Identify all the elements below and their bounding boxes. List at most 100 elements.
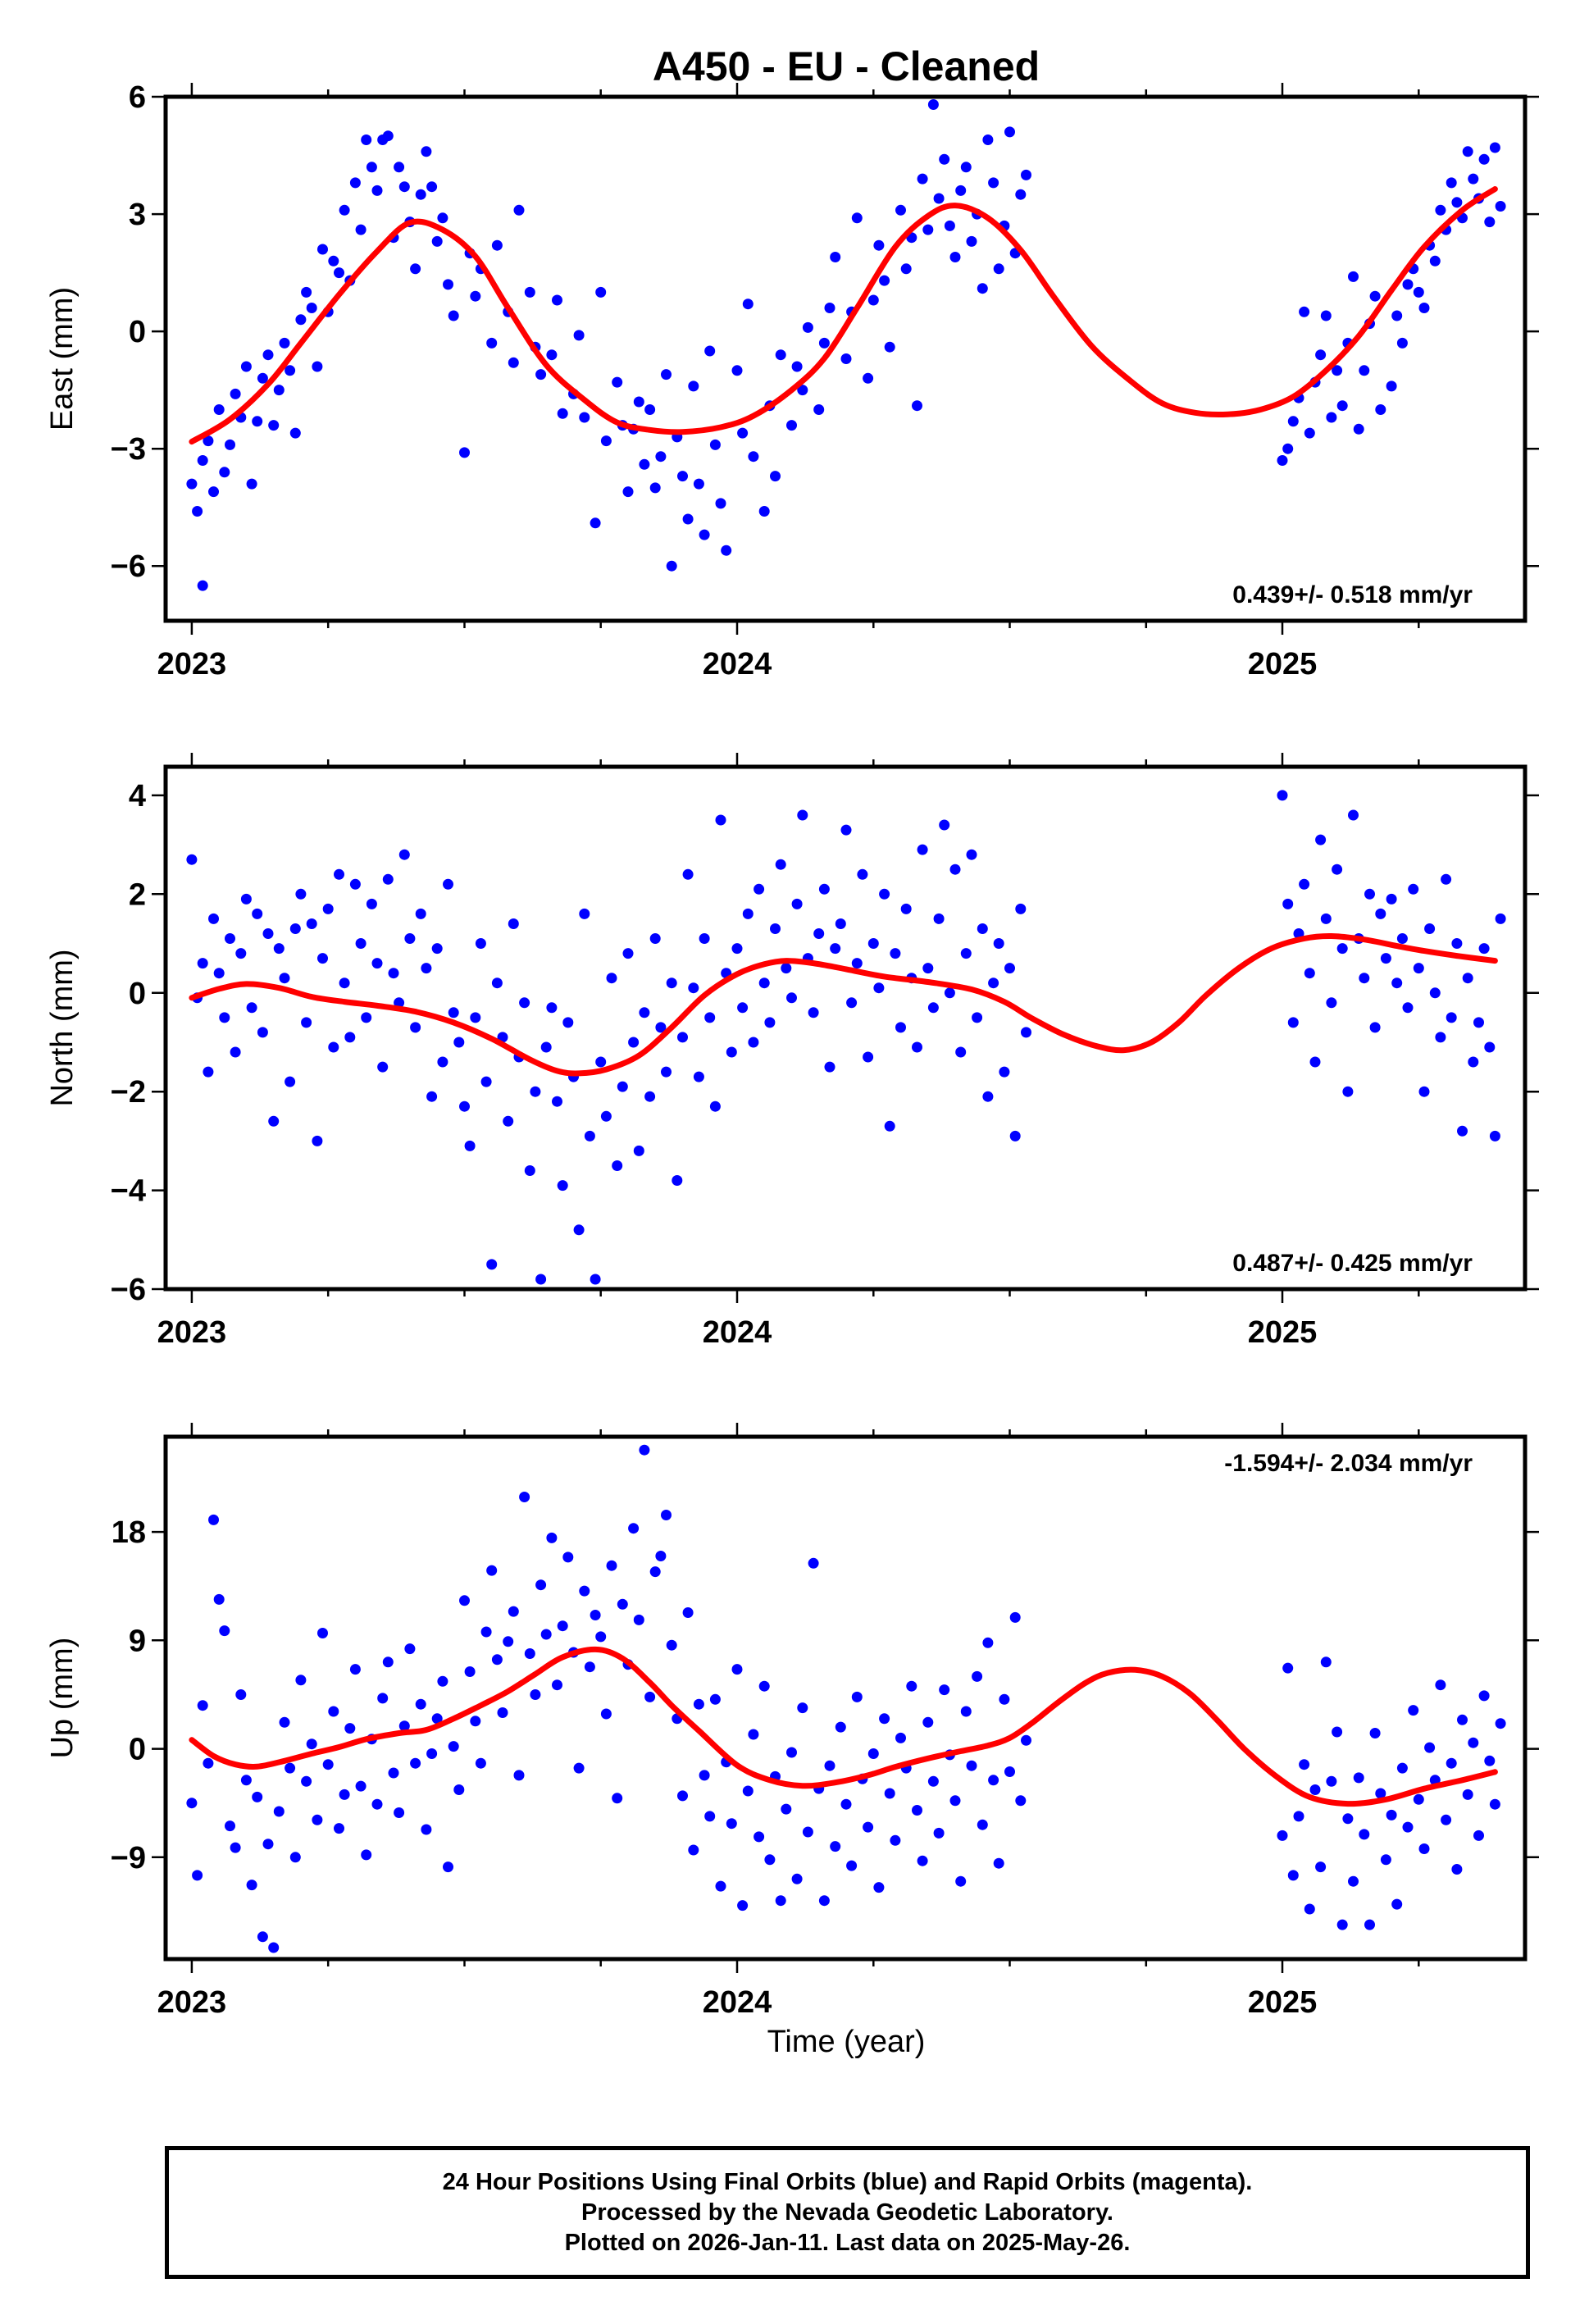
east-data-point — [715, 498, 726, 509]
y-tick-label: −2 — [111, 1075, 146, 1110]
north-data-point — [584, 1130, 595, 1141]
up-data-point — [863, 1821, 874, 1833]
y-tick-label: 9 — [129, 1624, 146, 1658]
north-data-point — [704, 1012, 716, 1023]
north-data-point — [1468, 1056, 1479, 1068]
up-data-point — [737, 1900, 749, 1912]
up-data-point — [530, 1689, 541, 1700]
up-data-point — [524, 1648, 535, 1659]
up-data-point — [661, 1510, 672, 1520]
east-data-point — [328, 255, 339, 267]
up-data-point — [982, 1637, 994, 1648]
east-data-point — [639, 458, 650, 470]
up-data-point — [1413, 1793, 1424, 1805]
east-data-point — [1348, 271, 1359, 282]
north-data-point — [1380, 953, 1391, 964]
north-data-point — [988, 977, 999, 989]
y-tick-label: −9 — [111, 1841, 146, 1875]
east-data-point — [775, 349, 786, 361]
north-data-point — [203, 1066, 214, 1078]
east-data-point — [1353, 423, 1364, 435]
east-data-point — [459, 447, 470, 458]
north-data-point — [758, 977, 770, 989]
north-data-point — [540, 1041, 552, 1053]
up-data-point — [1380, 1854, 1391, 1866]
east-data-point — [273, 385, 285, 396]
north-data-point — [1391, 977, 1403, 989]
up-data-point — [262, 1839, 274, 1850]
up-data-point — [955, 1875, 967, 1887]
up-data-point — [317, 1628, 328, 1638]
up-data-point — [1402, 1821, 1414, 1833]
up-data-point — [781, 1803, 792, 1815]
up-data-point — [1320, 1656, 1332, 1668]
x-tick-label: 2023 — [157, 1985, 227, 2020]
up-data-point — [339, 1789, 350, 1800]
footer-line-processed: Processed by the Nevada Geodetic Laborat… — [581, 2199, 1113, 2226]
up-data-point — [649, 1566, 661, 1578]
up-data-point — [917, 1855, 928, 1866]
north-data-point — [628, 1037, 640, 1048]
north-data-point — [1359, 973, 1370, 984]
north-data-point — [398, 849, 410, 860]
north-data-point — [949, 864, 961, 875]
up-data-point — [1332, 1726, 1343, 1738]
up-data-point — [437, 1675, 448, 1687]
up-y-ticks: 18 9 0 −9 — [111, 1515, 1539, 1875]
east-data-point — [1015, 189, 1027, 200]
east-data-point — [1478, 153, 1490, 165]
north-data-point — [273, 943, 285, 955]
up-data-point — [470, 1716, 481, 1727]
up-data-point — [802, 1826, 813, 1838]
east-data-point — [960, 162, 972, 173]
up-frame — [163, 1434, 1528, 1962]
up-data-point — [699, 1770, 710, 1781]
east-data-point — [1402, 279, 1414, 290]
north-data-point — [415, 908, 426, 919]
y-tick-label: −6 — [111, 549, 146, 584]
east-data-point — [900, 263, 912, 275]
north-data-point — [252, 908, 263, 919]
east-data-point — [546, 349, 558, 361]
up-data-point — [966, 1760, 977, 1771]
north-data-point — [361, 1012, 372, 1023]
north-data-point — [579, 908, 590, 919]
north-data-point — [213, 968, 225, 979]
east-data-point — [863, 372, 874, 384]
north-data-point — [791, 898, 803, 909]
north-data-point — [1364, 888, 1375, 900]
up-data-point — [394, 1807, 405, 1818]
east-data-point — [448, 310, 459, 321]
up-data-point — [497, 1707, 508, 1718]
north-data-point — [443, 878, 453, 890]
east-data-point — [252, 416, 263, 427]
north-data-point — [808, 1007, 819, 1018]
up-data-point — [840, 1798, 852, 1810]
east-data-point — [949, 252, 961, 262]
east-data-point — [895, 204, 906, 216]
east-data-point — [1375, 404, 1386, 415]
north-points — [186, 790, 1506, 1285]
east-data-point — [268, 420, 280, 431]
east-data-point — [709, 439, 721, 450]
up-data-point — [867, 1748, 879, 1759]
up-fit-line — [189, 1646, 1498, 1807]
east-data-point — [426, 181, 438, 193]
north-data-point — [1418, 1086, 1430, 1097]
east-data-point — [693, 478, 704, 490]
up-data-point — [846, 1860, 858, 1871]
up-data-point — [590, 1610, 601, 1620]
north-data-point — [1435, 1032, 1446, 1043]
up-data-point — [600, 1708, 612, 1720]
up-data-point — [906, 1680, 917, 1692]
east-y-axis-label: East (mm) — [45, 287, 80, 431]
east-data-point — [622, 486, 634, 498]
up-data-point — [1457, 1714, 1468, 1725]
north-data-point — [933, 913, 945, 924]
up-data-point — [666, 1639, 677, 1651]
up-data-point — [519, 1492, 530, 1502]
x-tick-label: 2025 — [1248, 1315, 1318, 1350]
north-panel: 2023 2024 2025 4 2 0 −2 −4 −6 North (mm) 0.487+… — [45, 753, 1539, 1350]
y-tick-label: 6 — [129, 80, 146, 115]
north-data-point — [661, 1066, 672, 1078]
